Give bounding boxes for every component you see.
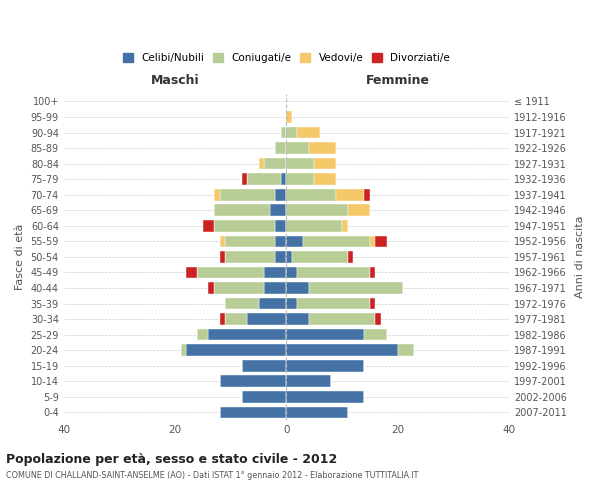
Bar <box>281 126 286 138</box>
Bar <box>214 220 275 232</box>
Bar <box>337 189 364 200</box>
Text: Femmine: Femmine <box>365 74 430 88</box>
Bar <box>398 344 415 356</box>
Bar <box>286 314 308 325</box>
Bar <box>286 298 298 310</box>
Bar <box>286 236 303 247</box>
Bar <box>225 236 275 247</box>
Bar <box>269 204 286 216</box>
Bar <box>214 204 269 216</box>
Bar <box>220 189 275 200</box>
Bar <box>342 220 347 232</box>
Bar <box>376 314 381 325</box>
Bar <box>286 266 298 278</box>
Bar <box>286 391 364 402</box>
Y-axis label: Anni di nascita: Anni di nascita <box>575 216 585 298</box>
Bar <box>186 266 197 278</box>
Bar <box>220 406 286 418</box>
Bar <box>347 204 370 216</box>
Bar <box>214 189 220 200</box>
Bar <box>275 236 286 247</box>
Bar <box>314 174 337 185</box>
Bar <box>347 251 353 262</box>
Bar <box>286 204 347 216</box>
Bar <box>298 266 370 278</box>
Bar <box>308 282 403 294</box>
Bar <box>286 251 292 262</box>
Bar <box>275 251 286 262</box>
Bar <box>286 344 398 356</box>
Bar <box>281 174 286 185</box>
Bar <box>308 314 376 325</box>
Bar <box>298 298 370 310</box>
Bar <box>286 111 292 123</box>
Bar <box>225 298 259 310</box>
Bar <box>208 329 286 340</box>
Bar <box>364 329 386 340</box>
Bar <box>247 174 281 185</box>
Bar <box>286 142 308 154</box>
Bar <box>286 406 347 418</box>
Bar <box>370 266 376 278</box>
Bar <box>225 251 275 262</box>
Bar <box>208 282 214 294</box>
Bar <box>197 266 264 278</box>
Bar <box>197 329 208 340</box>
Bar <box>286 158 314 170</box>
Bar <box>286 189 337 200</box>
Bar <box>364 189 370 200</box>
Bar <box>181 344 186 356</box>
Bar <box>203 220 214 232</box>
Bar <box>303 236 370 247</box>
Bar <box>286 126 298 138</box>
Bar <box>247 314 286 325</box>
Bar <box>370 236 376 247</box>
Text: Maschi: Maschi <box>151 74 199 88</box>
Bar <box>292 251 347 262</box>
Bar <box>242 391 286 402</box>
Bar <box>242 174 247 185</box>
Bar <box>370 298 376 310</box>
Bar <box>259 298 286 310</box>
Bar <box>376 236 386 247</box>
Text: Popolazione per età, sesso e stato civile - 2012: Popolazione per età, sesso e stato civil… <box>6 452 337 466</box>
Bar <box>286 329 364 340</box>
Bar <box>275 220 286 232</box>
Bar <box>259 158 264 170</box>
Bar <box>214 282 264 294</box>
Bar <box>286 376 331 387</box>
Bar <box>275 142 286 154</box>
Bar <box>264 158 286 170</box>
Bar <box>220 314 225 325</box>
Bar <box>286 174 314 185</box>
Bar <box>242 360 286 372</box>
Bar <box>220 236 225 247</box>
Y-axis label: Fasce di età: Fasce di età <box>15 224 25 290</box>
Bar <box>298 126 320 138</box>
Bar <box>286 282 308 294</box>
Bar <box>220 376 286 387</box>
Bar <box>264 282 286 294</box>
Bar <box>286 220 342 232</box>
Bar <box>220 251 225 262</box>
Bar <box>186 344 286 356</box>
Bar <box>308 142 337 154</box>
Legend: Celibi/Nubili, Coniugati/e, Vedovi/e, Divorziati/e: Celibi/Nubili, Coniugati/e, Vedovi/e, Di… <box>122 53 450 63</box>
Bar <box>275 189 286 200</box>
Text: COMUNE DI CHALLAND-SAINT-ANSELME (AO) - Dati ISTAT 1° gennaio 2012 - Elaborazion: COMUNE DI CHALLAND-SAINT-ANSELME (AO) - … <box>6 471 418 480</box>
Bar <box>264 266 286 278</box>
Bar <box>286 360 364 372</box>
Bar <box>225 314 247 325</box>
Bar <box>314 158 337 170</box>
